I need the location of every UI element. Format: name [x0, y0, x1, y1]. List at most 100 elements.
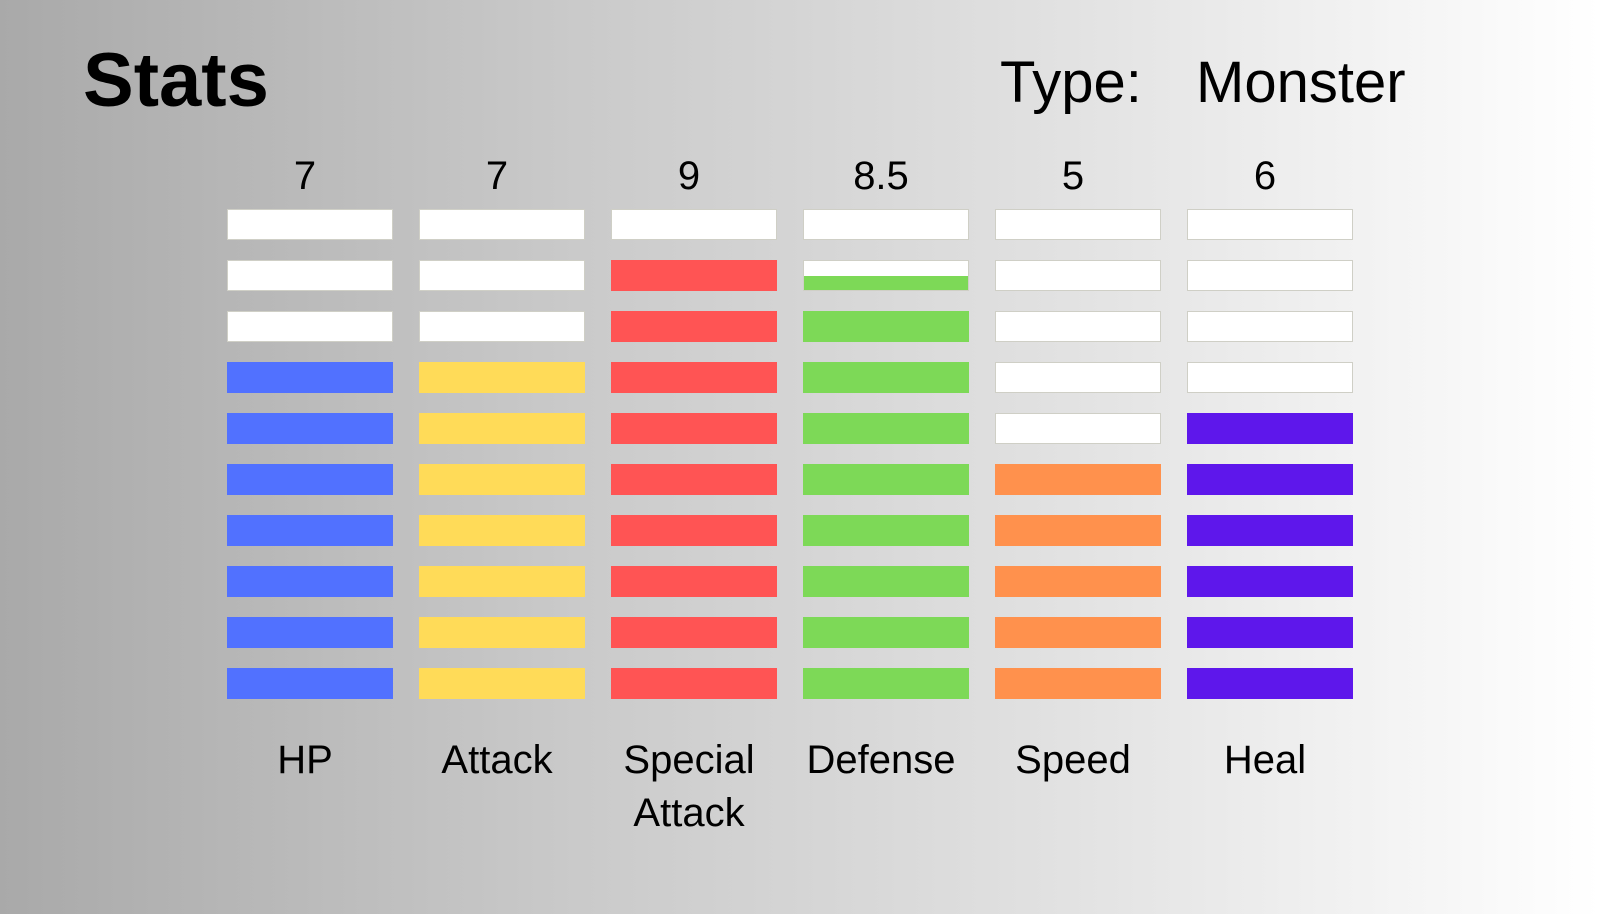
stat-segment: [611, 362, 777, 393]
stat-segment: [995, 209, 1161, 240]
stat-segment: [227, 362, 393, 393]
stat-segment-fill: [228, 465, 392, 494]
stat-segment-fill: [228, 414, 392, 443]
stat-segment-fill: [612, 516, 776, 545]
stat-segment: [227, 566, 393, 597]
stat-segment: [419, 413, 585, 444]
stat-bar-hp: [227, 209, 393, 709]
stat-label-defense: Defense: [806, 738, 956, 782]
stat-bar-special-attack: [611, 209, 777, 709]
stat-segment-fill: [228, 669, 392, 698]
stat-segment: [803, 362, 969, 393]
stat-bar-defense: [803, 209, 969, 709]
stat-segment-fill: [612, 567, 776, 596]
stat-segment: [227, 260, 393, 291]
stat-segment-fill: [420, 465, 584, 494]
stat-segment: [227, 617, 393, 648]
stat-segment: [419, 617, 585, 648]
stat-segment: [803, 260, 969, 291]
stat-segment-fill: [804, 567, 968, 596]
stat-value-hp: 7: [293, 154, 317, 198]
stat-segment: [419, 260, 585, 291]
stat-segment: [1187, 464, 1353, 495]
stat-segment: [419, 566, 585, 597]
stat-segment-fill: [804, 465, 968, 494]
stat-segment: [1187, 515, 1353, 546]
stat-segment: [995, 362, 1161, 393]
stat-segment-fill: [996, 618, 1160, 647]
stat-segment-fill: [804, 312, 968, 341]
stat-segment: [227, 668, 393, 699]
stat-segment: [995, 464, 1161, 495]
stat-segment: [227, 413, 393, 444]
stat-segment: [1187, 260, 1353, 291]
stat-column-attack: 7 Attack: [397, 0, 597, 914]
stat-value-speed: 5: [1061, 154, 1085, 198]
stat-segment: [1187, 209, 1353, 240]
stat-segment: [803, 413, 969, 444]
stat-segment: [1187, 566, 1353, 597]
stat-segment-fill: [1188, 567, 1352, 596]
stat-segment: [227, 515, 393, 546]
stat-segment: [419, 668, 585, 699]
stat-segment-fill: [612, 261, 776, 290]
stat-segment-fill: [420, 363, 584, 392]
stat-segment: [995, 668, 1161, 699]
type-label: Type:: [1000, 50, 1142, 115]
stat-segment: [803, 209, 969, 240]
stat-segment: [803, 566, 969, 597]
stat-label-heal: Heal: [1223, 738, 1307, 782]
stat-segment: [1187, 668, 1353, 699]
stat-segment: [803, 311, 969, 342]
stat-label-speed: Speed: [1015, 738, 1131, 782]
stat-segment-fill: [1188, 669, 1352, 698]
stat-segment: [995, 617, 1161, 648]
stat-segment: [803, 617, 969, 648]
stat-column-special-attack: 9 Special Attack: [589, 0, 789, 914]
stat-segment-fill: [996, 465, 1160, 494]
stat-segment: [227, 464, 393, 495]
stat-segment: [419, 464, 585, 495]
stat-segment-fill: [1188, 465, 1352, 494]
stat-segment-fill: [1188, 618, 1352, 647]
stat-segment: [1187, 362, 1353, 393]
stat-bar-attack: [419, 209, 585, 709]
stat-segment-fill: [996, 567, 1160, 596]
stat-segment: [227, 311, 393, 342]
stat-segment-fill: [804, 363, 968, 392]
stat-column-speed: 5 Speed: [973, 0, 1173, 914]
stat-segment: [1187, 617, 1353, 648]
stat-segment: [611, 209, 777, 240]
type-display: Type: Monster: [1000, 48, 1406, 118]
stat-segment-fill: [228, 618, 392, 647]
stat-segment-fill: [420, 669, 584, 698]
stat-value-heal: 6: [1253, 154, 1277, 198]
stat-segment: [611, 464, 777, 495]
stat-segment-fill: [420, 618, 584, 647]
stat-segment-fill: [420, 516, 584, 545]
stat-bar-heal: [1187, 209, 1353, 709]
stat-segment-fill: [804, 414, 968, 443]
stat-segment: [995, 260, 1161, 291]
stat-segment: [803, 464, 969, 495]
stat-segment-fill: [804, 669, 968, 698]
stat-label-attack: Attack: [441, 738, 553, 782]
stat-value-defense: 8.5: [853, 154, 909, 198]
stat-segment: [611, 566, 777, 597]
stat-segment: [419, 209, 585, 240]
stat-value-attack: 7: [485, 154, 509, 198]
stat-segment: [995, 566, 1161, 597]
stat-segment-fill: [996, 669, 1160, 698]
stat-segment: [803, 668, 969, 699]
type-value: Monster: [1196, 50, 1406, 115]
stat-segment: [995, 311, 1161, 342]
stat-segment: [995, 413, 1161, 444]
stat-column-hp: 7 HP: [205, 0, 405, 914]
stat-segment: [1187, 311, 1353, 342]
stat-segment-fill: [228, 516, 392, 545]
stat-segment-fill: [804, 618, 968, 647]
stat-bar-speed: [995, 209, 1161, 709]
stat-segment: [1187, 413, 1353, 444]
stat-segment-fill: [804, 275, 968, 290]
